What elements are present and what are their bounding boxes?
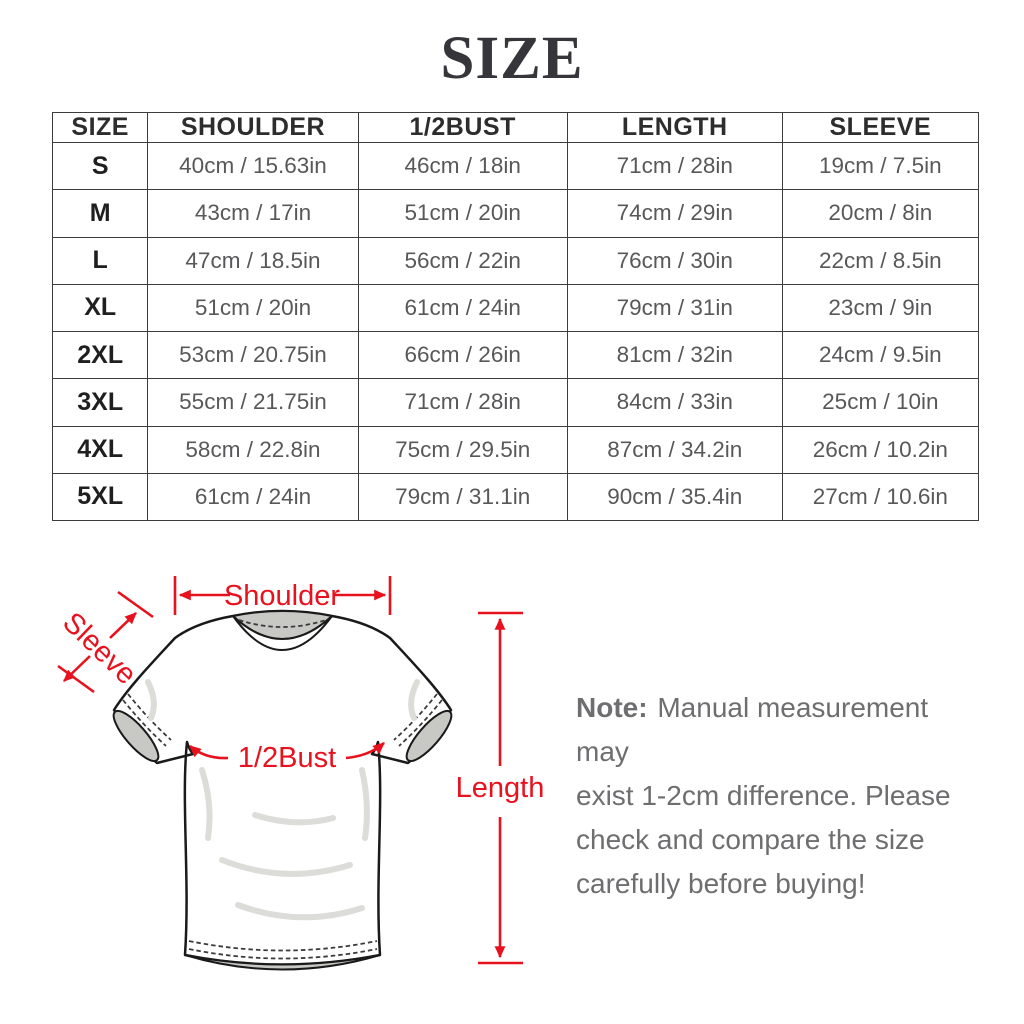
note-line: carefully before buying!: [576, 868, 866, 899]
collar-band: [232, 615, 333, 651]
size-cell: 4XL: [51, 425, 149, 474]
measurement-cell: 25cm / 10in: [781, 378, 980, 427]
measurement-cell: 40cm / 15.63in: [147, 141, 359, 191]
measurement-cell: 27cm / 10.6in: [781, 472, 980, 522]
measurement-cell: 53cm / 20.75in: [147, 330, 359, 380]
measurement-cell: 47cm / 18.5in: [147, 236, 359, 285]
size-table-container: SIZE SHOULDER 1/2BUST LENGTH SLEEVE S 40…: [51, 112, 980, 522]
measurement-cell: 71cm / 28in: [566, 141, 783, 191]
column-header-sleeve: SLEEVE: [781, 112, 980, 143]
table-row-4xl: 4XL 58cm / 22.8in 75cm / 29.5in 87cm / 3…: [51, 425, 980, 474]
note-line: check and compare the size: [576, 824, 925, 855]
size-cell: 5XL: [51, 472, 149, 522]
measurement-cell: 79cm / 31.1in: [357, 472, 568, 522]
length-label: Length: [456, 772, 545, 804]
measurement-cell: 71cm / 28in: [357, 378, 568, 427]
size-cell: M: [51, 189, 149, 238]
measurement-cell: 84cm / 33in: [566, 378, 783, 427]
measurement-cell: 20cm / 8in: [781, 189, 980, 238]
note-line: exist 1-2cm difference. Please: [576, 780, 951, 811]
length-measure-arrow: Length: [456, 611, 545, 965]
measurement-cell: 22cm / 8.5in: [781, 236, 980, 285]
measurement-cell: 43cm / 17in: [147, 189, 359, 238]
table-row-2xl: 2XL 53cm / 20.75in 66cm / 26in 81cm / 32…: [51, 330, 980, 380]
table-row-3xl: 3XL 55cm / 21.75in 71cm / 28in 84cm / 33…: [51, 378, 980, 427]
measurement-cell: 61cm / 24in: [357, 283, 568, 333]
note-line: Note: Manual measurement may: [576, 686, 988, 774]
table-row-xl: XL 51cm / 20in 61cm / 24in 79cm / 31in 2…: [51, 283, 980, 333]
tshirt-measurement-diagram: Shoulder Sleeve 1/2Bust Length: [56, 576, 545, 971]
measurement-cell: 58cm / 22.8in: [147, 425, 359, 474]
column-header-half-bust: 1/2BUST: [357, 112, 568, 143]
left-cuff-opening: [112, 709, 160, 763]
table-row-l: L 47cm / 18.5in 56cm / 22in 76cm / 30in …: [51, 236, 980, 285]
measurement-cell: 26cm / 10.2in: [781, 425, 980, 474]
measurement-cell: 19cm / 7.5in: [781, 141, 980, 191]
measurement-cell: 61cm / 24in: [147, 472, 359, 522]
measurement-cell: 81cm / 32in: [566, 330, 783, 380]
measurement-cell: 76cm / 30in: [566, 236, 783, 285]
page-title: SIZE: [440, 25, 584, 92]
shoulder-measure-arrow: Shoulder: [173, 576, 392, 615]
column-header-length: LENGTH: [566, 112, 783, 143]
size-cell: 3XL: [51, 378, 149, 427]
measurement-cell: 23cm / 9in: [781, 283, 980, 333]
measurement-cell: 79cm / 31in: [566, 283, 783, 333]
collar-stitching: [238, 619, 327, 628]
note-label: Note:: [576, 692, 648, 723]
size-cell: XL: [51, 283, 149, 333]
shoulder-label: Shoulder: [224, 580, 340, 612]
hem-stitching: [188, 940, 378, 960]
measurement-cell: 56cm / 22in: [357, 236, 568, 285]
size-cell: 2XL: [51, 330, 149, 380]
table-header-row: SIZE SHOULDER 1/2BUST LENGTH SLEEVE: [51, 112, 980, 143]
right-cuff-opening: [405, 709, 453, 763]
measurement-cell: 90cm / 35.4in: [566, 472, 783, 522]
size-cell: S: [51, 141, 149, 191]
hem-band: [184, 954, 381, 971]
column-header-shoulder: SHOULDER: [147, 112, 359, 143]
note-text: Note: Manual measurement may exist 1-2cm …: [576, 686, 988, 906]
table-row-m: M 43cm / 17in 51cm / 20in 74cm / 29in 20…: [51, 189, 980, 238]
tshirt-silhouette: [112, 609, 453, 966]
column-header-size: SIZE: [51, 112, 149, 143]
table-row-5xl: 5XL 61cm / 24in 79cm / 31.1in 90cm / 35.…: [51, 472, 980, 522]
measurement-cell: 51cm / 20in: [357, 189, 568, 238]
measurement-cell: 66cm / 26in: [357, 330, 568, 380]
measurement-cell: 74cm / 29in: [566, 189, 783, 238]
fabric-wrinkles: [145, 679, 420, 921]
size-cell: L: [51, 236, 149, 285]
bust-label: 1/2Bust: [238, 742, 336, 774]
measurement-cell: 87cm / 34.2in: [566, 425, 783, 474]
measurement-cell: 46cm / 18in: [357, 141, 568, 191]
measurement-cell: 75cm / 29.5in: [357, 425, 568, 474]
size-table: SIZE SHOULDER 1/2BUST LENGTH SLEEVE S 40…: [51, 112, 980, 522]
bust-measure-arrow: 1/2Bust: [189, 742, 385, 774]
measurement-cell: 24cm / 9.5in: [781, 330, 980, 380]
measurement-cell: 51cm / 20in: [147, 283, 359, 333]
note-line-text: Manual measurement may: [576, 692, 929, 767]
tshirt-drawing: [112, 609, 453, 971]
table-row-s: S 40cm / 15.63in 46cm / 18in 71cm / 28in…: [51, 141, 980, 191]
measurement-cell: 55cm / 21.75in: [147, 378, 359, 427]
